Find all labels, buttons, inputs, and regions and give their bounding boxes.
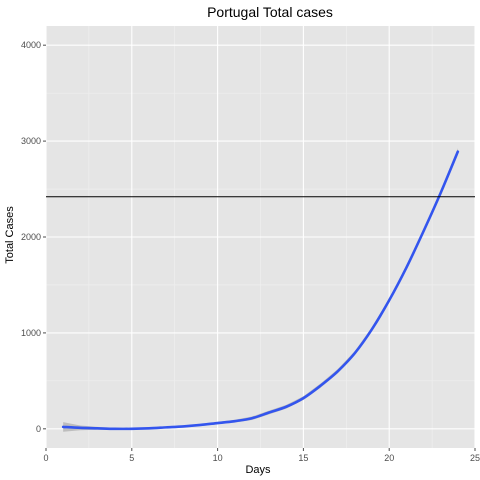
y-tick-label: 1000	[21, 328, 41, 338]
chart-title: Portugal Total cases	[207, 4, 333, 20]
x-tick-label: 25	[470, 453, 480, 463]
x-axis-ticks: 0 5 10 15 20 25	[43, 448, 480, 463]
y-axis-ticks: 0 1000 2000 3000 4000	[21, 40, 46, 434]
x-tick-label: 0	[43, 453, 48, 463]
x-axis-title: Days	[245, 464, 271, 476]
series-line	[61, 150, 460, 431]
y-tick-label: 3000	[21, 136, 41, 146]
x-tick-label: 10	[213, 453, 223, 463]
y-tick-label: 2000	[21, 232, 41, 242]
x-tick-label: 5	[129, 453, 134, 463]
x-tick-label: 15	[298, 453, 308, 463]
y-axis-title: Total Cases	[4, 206, 16, 264]
y-tick-label: 4000	[21, 40, 41, 50]
x-tick-label: 20	[384, 453, 394, 463]
y-tick-label: 0	[36, 424, 41, 434]
